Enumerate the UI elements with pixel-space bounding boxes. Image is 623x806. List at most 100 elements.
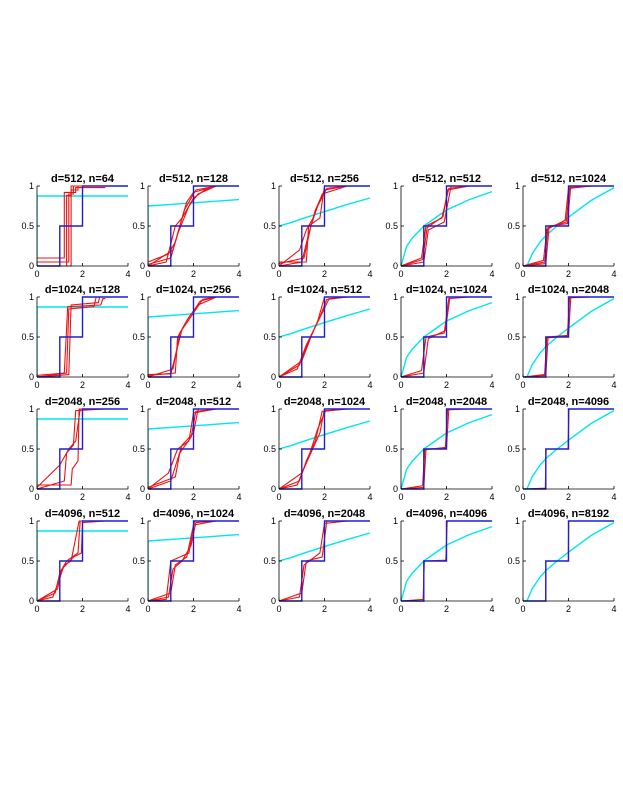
cyan-curve	[401, 190, 493, 267]
panel-1: 0 2 4 0 0.5 1 d=512, n=64	[21, 173, 130, 279]
x-tick-label: 4	[489, 269, 494, 279]
x-tick-label: 4	[489, 604, 494, 614]
y-tick-label: 1	[515, 292, 520, 302]
y-tick-label: 1	[515, 516, 520, 526]
panel-12: 0 2 4 0 0.5 1 d=2048, n=512	[132, 396, 241, 502]
x-tick-label: 4	[367, 604, 372, 614]
panel-4: 0 2 4 0 0.5 1 d=512, n=512	[385, 173, 494, 279]
panel-7: 0 2 4 0 0.5 1 d=1024, n=256	[132, 284, 241, 390]
blue-step-curve	[37, 520, 128, 602]
x-tick-label: 2	[191, 380, 196, 390]
panel-5: 0 2 4 0 0.5 1 d=512, n=1024	[507, 173, 616, 279]
y-tick-label: 0.5	[507, 444, 520, 454]
panel-plot-area	[148, 408, 240, 490]
blue-step-curve	[401, 185, 492, 267]
y-tick-label: 1	[140, 516, 145, 526]
y-tick-label: 0	[271, 261, 276, 271]
y-tick-label: 0.5	[132, 332, 145, 342]
panel-16: 0 2 4 0 0.5 1 d=4096, n=512	[21, 508, 130, 614]
blue-step-curve	[37, 408, 128, 490]
blue-step-curve	[523, 185, 614, 267]
blue-step-curve	[279, 185, 370, 267]
x-tick-label: 4	[236, 380, 241, 390]
x-tick-label: 4	[611, 380, 616, 390]
blue-step-curve	[523, 520, 614, 602]
x-tick-label: 0	[276, 604, 281, 614]
panel-plot-area	[148, 520, 240, 602]
y-tick-label: 0	[393, 484, 398, 494]
x-tick-label: 4	[125, 604, 130, 614]
panel-title: d=512, n=64	[51, 173, 115, 185]
x-tick-label: 0	[34, 380, 39, 390]
red-curve	[401, 185, 470, 267]
cyan-curve	[279, 197, 371, 227]
y-tick-label: 0	[393, 596, 398, 606]
panel-11: 0 2 4 0 0.5 1 d=2048, n=256	[21, 396, 130, 502]
cyan-curve	[279, 532, 371, 562]
red-curve	[148, 408, 217, 488]
blue-step-curve	[401, 296, 492, 378]
red-curve	[279, 185, 348, 263]
red-curve	[279, 408, 348, 490]
x-tick-label: 0	[145, 604, 150, 614]
y-tick-label: 1	[271, 292, 276, 302]
panel-plot-area	[148, 296, 240, 378]
blue-step-curve	[148, 520, 239, 602]
y-tick-label: 0.5	[385, 444, 398, 454]
x-tick-label: 0	[398, 604, 403, 614]
panel-plot-area	[401, 185, 493, 267]
x-tick-label: 4	[489, 380, 494, 390]
y-tick-label: 0	[515, 596, 520, 606]
y-tick-label: 1	[271, 181, 276, 191]
cyan-curve	[401, 413, 493, 490]
y-tick-label: 0.5	[263, 556, 276, 566]
y-tick-label: 0.5	[385, 221, 398, 231]
blue-step-curve	[37, 296, 128, 378]
panel-title: d=1024, n=2048	[528, 284, 609, 296]
panel-title: d=1024, n=512	[287, 284, 362, 296]
y-tick-label: 1	[393, 181, 398, 191]
x-tick-label: 0	[34, 269, 39, 279]
panel-8: 0 2 4 0 0.5 1 d=1024, n=512	[263, 284, 372, 390]
y-tick-label: 1	[140, 292, 145, 302]
panel-title: d=2048, n=256	[45, 396, 120, 408]
y-tick-label: 0	[515, 484, 520, 494]
panel-9: 0 2 4 0 0.5 1 d=1024, n=1024	[385, 284, 494, 390]
cyan-curve	[526, 297, 615, 378]
cyan-curve	[401, 525, 493, 602]
red-curve	[148, 296, 217, 378]
panel-title: d=2048, n=512	[156, 396, 231, 408]
x-tick-label: 0	[145, 380, 150, 390]
cyan-curve	[526, 409, 615, 490]
blue-step-curve	[279, 520, 370, 602]
panel-plot-area	[523, 408, 615, 490]
y-tick-label: 0	[271, 596, 276, 606]
y-tick-label: 0.5	[263, 444, 276, 454]
y-tick-label: 1	[140, 404, 145, 414]
panel-19: 0 2 4 0 0.5 1 d=4096, n=4096	[385, 508, 494, 614]
cyan-curve	[37, 418, 128, 489]
y-tick-label: 0	[140, 372, 145, 382]
x-tick-label: 2	[444, 604, 449, 614]
red-curve	[148, 296, 217, 376]
x-tick-label: 0	[398, 380, 403, 390]
cyan-curve	[401, 301, 493, 378]
x-tick-label: 4	[367, 269, 372, 279]
x-tick-label: 2	[191, 492, 196, 502]
y-tick-label: 0	[271, 484, 276, 494]
x-tick-label: 4	[367, 492, 372, 502]
cyan-curve	[37, 195, 128, 266]
panel-plot-area	[401, 520, 493, 602]
x-tick-label: 4	[236, 492, 241, 502]
x-tick-label: 0	[34, 604, 39, 614]
panel-15: 0 2 4 0 0.5 1 d=2048, n=4096	[507, 396, 616, 502]
panel-title: d=4096, n=1024	[153, 508, 235, 520]
red-curve	[279, 185, 348, 265]
y-tick-label: 1	[271, 404, 276, 414]
panel-plot-area	[37, 520, 128, 602]
y-tick-label: 1	[29, 181, 34, 191]
y-tick-label: 0.5	[263, 332, 276, 342]
x-tick-label: 4	[236, 269, 241, 279]
x-tick-label: 0	[145, 269, 150, 279]
